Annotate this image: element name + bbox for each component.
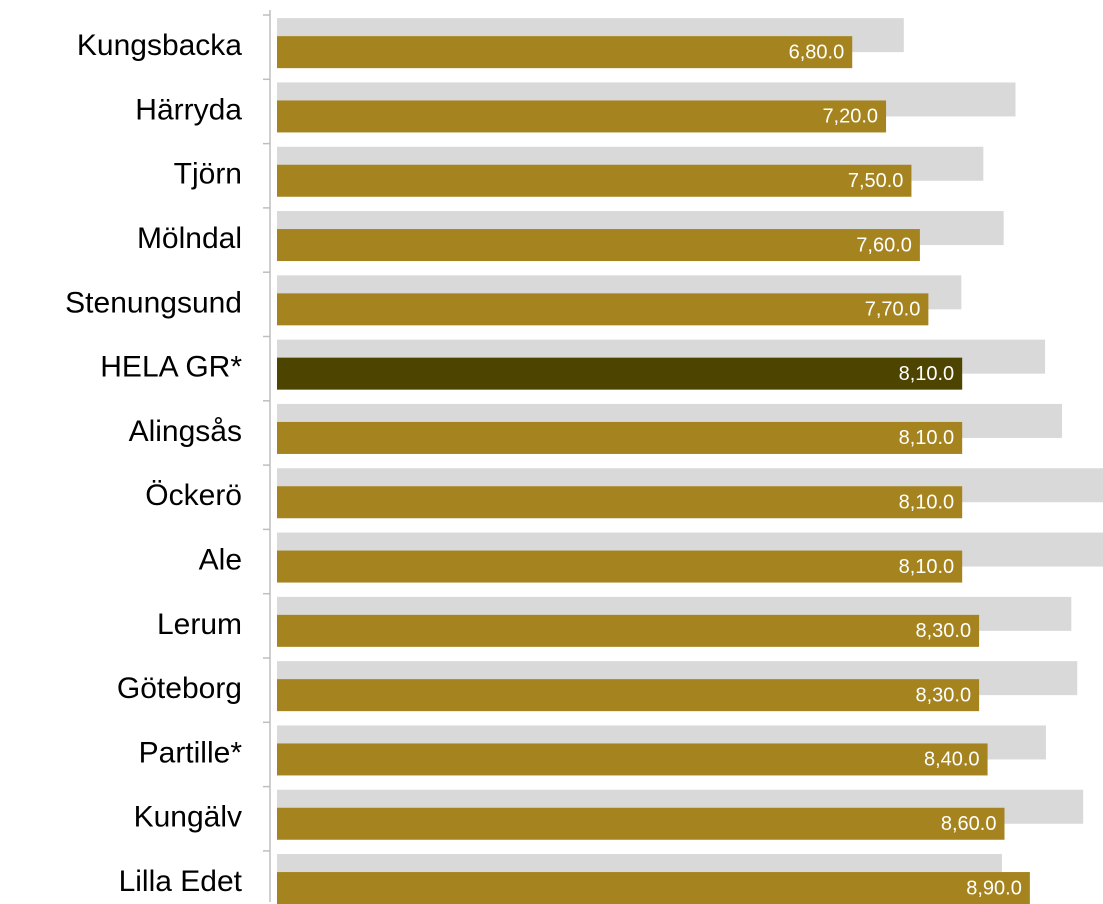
- category-label: Härryda: [135, 93, 242, 126]
- category-label: Mölndal: [137, 222, 242, 255]
- category-label: HELA GR*: [100, 351, 242, 384]
- bar: [277, 36, 853, 69]
- bar: [277, 550, 963, 583]
- value-label: 7,50.0: [848, 170, 904, 192]
- category-label: Stenungsund: [65, 286, 242, 319]
- value-label: 8,30.0: [916, 620, 972, 642]
- value-label: 8,40.0: [924, 749, 980, 771]
- category-label: Ale: [199, 543, 242, 576]
- category-label: Partille*: [139, 736, 243, 769]
- value-label: 8,90.0: [966, 877, 1022, 899]
- value-label: 7,20.0: [822, 106, 878, 128]
- value-label: 7,70.0: [865, 299, 921, 321]
- bar: [277, 293, 929, 326]
- bar: [277, 743, 988, 776]
- bar: [277, 357, 963, 390]
- category-label: Tjörn: [174, 158, 242, 191]
- bar: [277, 872, 1030, 904]
- category-label: Kungsbacka: [77, 29, 242, 62]
- bar: [277, 100, 887, 133]
- category-label: Kungälv: [134, 801, 242, 834]
- category-label: Alingsås: [129, 415, 242, 448]
- value-label: 8,10.0: [899, 556, 955, 578]
- value-label: 7,60.0: [856, 234, 912, 256]
- value-label: 8,60.0: [941, 813, 997, 835]
- bar: [277, 486, 963, 519]
- value-label: 8,30.0: [916, 684, 972, 706]
- category-label: Lerum: [157, 608, 242, 641]
- bar: [277, 421, 963, 454]
- bar: [277, 614, 980, 647]
- bar: [277, 229, 920, 262]
- category-label: Lilla Edet: [119, 865, 243, 898]
- value-label: 8,10.0: [899, 492, 955, 514]
- bar: [277, 679, 980, 712]
- bar: [277, 164, 912, 197]
- category-label: Göteborg: [117, 672, 242, 705]
- bar: [277, 807, 1005, 840]
- value-label: 6,80.0: [789, 41, 845, 63]
- value-label: 8,10.0: [899, 363, 955, 385]
- category-label: Öckerö: [145, 479, 242, 512]
- value-label: 8,10.0: [899, 427, 955, 449]
